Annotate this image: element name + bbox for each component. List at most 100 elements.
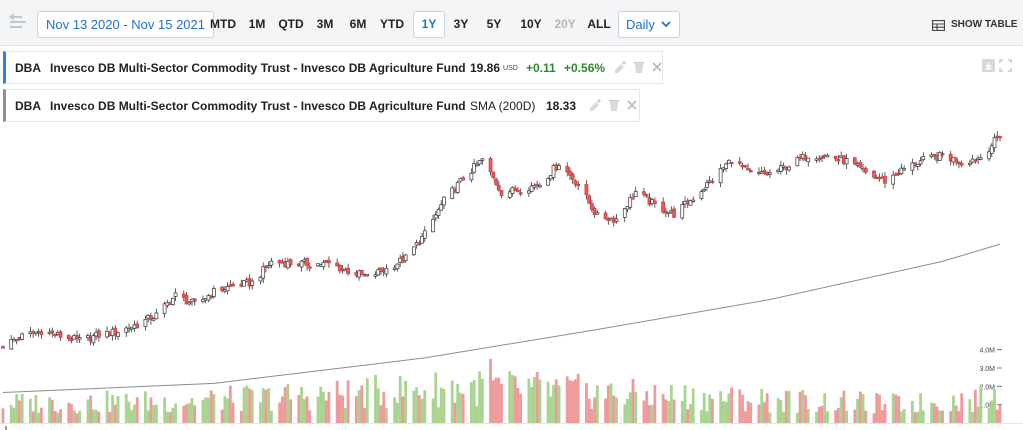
volume-bar xyxy=(144,391,147,423)
candle-down xyxy=(50,330,55,334)
volume-bar xyxy=(554,379,558,423)
volume-bar xyxy=(475,406,479,423)
candle-up xyxy=(891,174,896,185)
volume-bar xyxy=(990,400,994,423)
volume-bar xyxy=(491,380,495,423)
timeframe-6m[interactable]: 6M xyxy=(349,17,367,31)
volume-bar xyxy=(919,393,922,423)
legend-last-price: 19.86 USD xyxy=(470,61,518,75)
volume-bar xyxy=(798,391,802,423)
timeframe-1y[interactable]: 1Y xyxy=(413,11,445,38)
candle-down xyxy=(135,323,140,328)
volume-bar xyxy=(719,391,723,423)
candle-down xyxy=(932,153,937,157)
trash-icon[interactable] xyxy=(632,60,646,74)
volume-bar xyxy=(845,410,849,423)
timeframe-3y[interactable]: 3Y xyxy=(453,17,469,31)
volume-bar xyxy=(154,404,158,423)
candle-up xyxy=(622,208,627,218)
timeframe-ytd[interactable]: YTD xyxy=(380,17,404,31)
volume-bar xyxy=(105,390,109,423)
volume-bar xyxy=(894,394,898,423)
candle-up xyxy=(779,165,783,172)
volume-bar xyxy=(316,396,320,423)
volume-bar xyxy=(248,388,251,423)
fullscreen-icon[interactable] xyxy=(999,59,1012,72)
volume-bar xyxy=(308,410,312,423)
timeframe-qtd[interactable]: QTD xyxy=(278,17,304,31)
volume-bar xyxy=(174,403,177,423)
volume-bar xyxy=(932,403,936,423)
candle-down xyxy=(957,161,961,165)
candle-up xyxy=(989,145,994,154)
volume-bar xyxy=(376,388,380,423)
candle-down xyxy=(836,159,841,162)
candle-up xyxy=(691,199,696,202)
volume-bar xyxy=(431,398,435,423)
volume-bar xyxy=(72,410,76,423)
volume-bar xyxy=(469,382,473,423)
trash-icon[interactable] xyxy=(607,98,621,112)
collapse-menu-icon[interactable] xyxy=(8,12,28,34)
candle-down xyxy=(220,286,224,292)
candle-up xyxy=(477,160,482,165)
candle-down xyxy=(305,257,309,267)
candle-up xyxy=(825,154,830,158)
volume-bar xyxy=(853,409,857,423)
volume-bar xyxy=(385,408,388,423)
volume-bar xyxy=(297,394,301,423)
candle-down xyxy=(565,166,570,173)
download-icon[interactable] xyxy=(982,59,995,72)
legend-study-name: SMA (200D) xyxy=(470,99,536,113)
candle-down xyxy=(661,201,665,213)
timeframe-1m[interactable]: 1M xyxy=(248,17,266,31)
candle-down xyxy=(587,195,591,204)
candle-down xyxy=(97,330,101,338)
volume-bar xyxy=(721,401,725,423)
volume-bar xyxy=(749,402,753,423)
volume-bar xyxy=(278,402,282,423)
volume-bar xyxy=(642,400,646,423)
close-icon[interactable] xyxy=(625,98,639,112)
timeframe-3m[interactable]: 3M xyxy=(316,17,334,31)
volume-bar xyxy=(705,411,709,423)
timeframe-10y[interactable]: 10Y xyxy=(520,17,542,31)
volume-bar xyxy=(420,398,424,423)
price-chart[interactable]: 4.0M 3.0M 2.0M 1.0M xyxy=(0,46,1023,430)
candle-down xyxy=(327,260,331,264)
interval-select[interactable]: Daily xyxy=(618,11,680,38)
volume-bar xyxy=(450,380,454,423)
candle-down xyxy=(729,161,734,165)
candle-down xyxy=(149,315,153,321)
close-icon[interactable] xyxy=(650,60,664,74)
timeframe-5y[interactable]: 5Y xyxy=(486,17,502,31)
candle-up xyxy=(376,269,381,276)
chart-canvas[interactable]: 4.0M 3.0M 2.0M 1.0M xyxy=(0,46,1023,430)
settings-icon[interactable] xyxy=(613,60,627,74)
date-range-button[interactable]: Nov 13 2020 - Nov 15 2021 xyxy=(37,11,214,38)
timeframe-mtd[interactable]: MTD xyxy=(210,17,236,31)
candle-up xyxy=(795,157,800,167)
volume-bar xyxy=(883,403,887,423)
timeframe-all[interactable]: ALL xyxy=(587,17,611,31)
candle-down xyxy=(748,170,753,173)
volume-bar xyxy=(209,390,213,423)
candle-up xyxy=(702,189,707,192)
volume-bar xyxy=(815,411,818,423)
volume-bar xyxy=(20,393,24,423)
volume-axis-label: 1.0M xyxy=(979,403,995,410)
volume-bar xyxy=(398,375,402,423)
candle-down xyxy=(710,180,715,184)
volume-bar xyxy=(267,388,271,423)
volume-bar xyxy=(861,393,865,423)
candle-down xyxy=(1,346,5,349)
volume-bar xyxy=(650,404,654,423)
candle-up xyxy=(680,203,685,219)
candle-down xyxy=(53,333,57,336)
volume-bar xyxy=(437,407,440,423)
volume-bar xyxy=(201,399,205,423)
volume-bar xyxy=(711,398,714,423)
volume-bar xyxy=(453,402,457,423)
volume-bar xyxy=(897,396,901,423)
settings-icon[interactable] xyxy=(588,98,602,112)
